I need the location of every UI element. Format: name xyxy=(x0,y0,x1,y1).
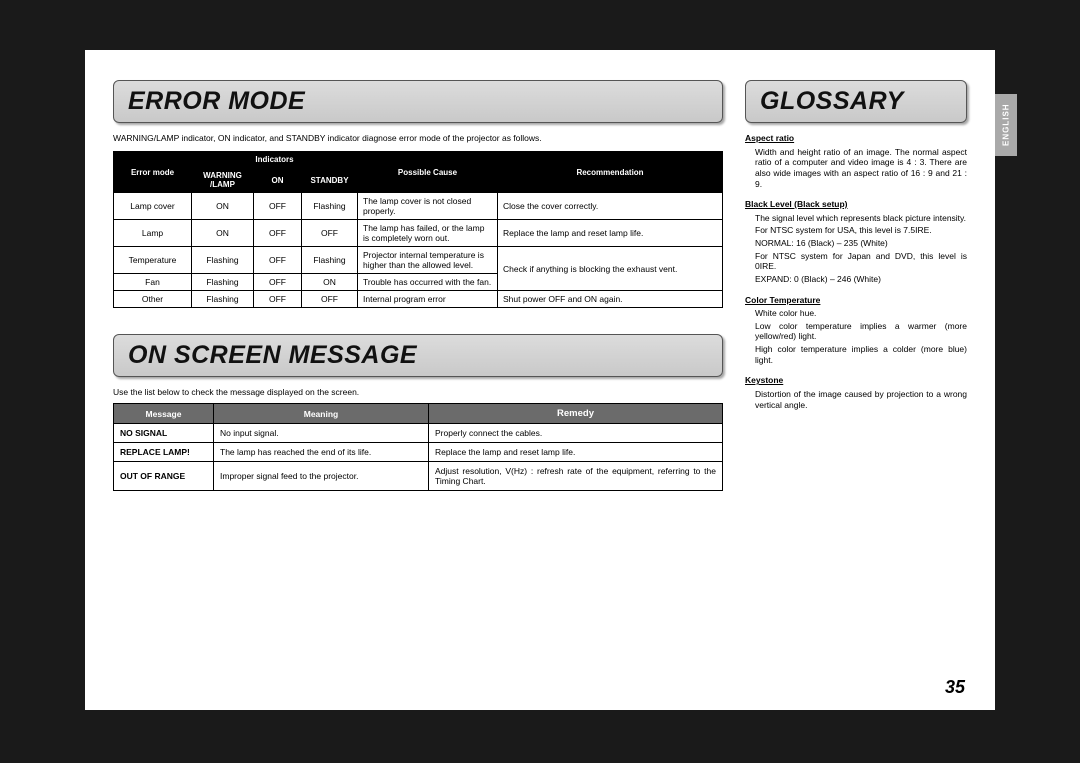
th-standby: STANDBY xyxy=(302,168,358,193)
on-screen-heading: ON SCREEN MESSAGE xyxy=(113,334,723,377)
glossary-term: Aspect ratio xyxy=(745,133,967,144)
th-indicators: Indicators xyxy=(192,152,358,168)
cell: The lamp has failed, or the lamp is comp… xyxy=(358,220,498,247)
left-column: ERROR MODE WARNING/LAMP indicator, ON in… xyxy=(113,80,723,692)
glossary-term: Keystone xyxy=(745,375,967,386)
cell: OUT OF RANGE xyxy=(114,462,214,491)
glossary-heading: GLOSSARY xyxy=(745,80,967,123)
cell: Check if anything is blocking the exhaus… xyxy=(498,247,723,291)
right-column: GLOSSARY Aspect ratio Width and height ra… xyxy=(745,80,967,692)
cell: Flashing xyxy=(192,291,254,308)
glossary-definition: Distortion of the image caused by projec… xyxy=(755,389,967,410)
cell: Replace the lamp and reset lamp life. xyxy=(429,443,723,462)
table-row: TemperatureFlashingOFFFlashingProjector … xyxy=(114,247,723,274)
error-mode-intro: WARNING/LAMP indicator, ON indicator, an… xyxy=(113,133,723,143)
cell: Flashing xyxy=(302,193,358,220)
cell: Other xyxy=(114,291,192,308)
page-number: 35 xyxy=(945,677,965,698)
cell: Improper signal feed to the projector. xyxy=(214,462,429,491)
cell: OFF xyxy=(254,291,302,308)
cell: Flashing xyxy=(192,247,254,274)
th-cause: Possible Cause xyxy=(358,152,498,193)
th-meaning: Meaning xyxy=(214,404,429,424)
table-row: NO SIGNALNo input signal.Properly connec… xyxy=(114,424,723,443)
cell: OFF xyxy=(302,291,358,308)
table-row: OUT OF RANGEImproper signal feed to the … xyxy=(114,462,723,491)
glossary-definition: High color temperature implies a colder … xyxy=(755,344,967,365)
cell: NO SIGNAL xyxy=(114,424,214,443)
cell: Flashing xyxy=(192,274,254,291)
cell: OFF xyxy=(254,220,302,247)
cell: REPLACE LAMP! xyxy=(114,443,214,462)
glossary-definition: For NTSC system for USA, this level is 7… xyxy=(755,225,967,236)
glossary-body: Aspect ratio Width and height ratio of an… xyxy=(745,133,967,410)
table-row: OtherFlashingOFFOFFInternal program erro… xyxy=(114,291,723,308)
cell: Close the cover correctly. xyxy=(498,193,723,220)
th-on: ON xyxy=(254,168,302,193)
glossary-definition: Width and height ratio of an image. The … xyxy=(755,147,967,190)
language-tab: ENGLISH xyxy=(995,94,1017,156)
table-row: LampONOFFOFFThe lamp has failed, or the … xyxy=(114,220,723,247)
th-message: Message xyxy=(114,404,214,424)
error-mode-heading: ERROR MODE xyxy=(113,80,723,123)
cell: The lamp cover is not closed properly. xyxy=(358,193,498,220)
cell: The lamp has reached the end of its life… xyxy=(214,443,429,462)
th-reco: Recommendation xyxy=(498,152,723,193)
error-mode-heading-text: ERROR MODE xyxy=(128,87,305,115)
cell: Internal program error xyxy=(358,291,498,308)
th-remedy: Remedy xyxy=(429,404,723,424)
cell: Properly connect the cables. xyxy=(429,424,723,443)
th-warn: WARNING /LAMP xyxy=(192,168,254,193)
cell: Projector internal temperature is higher… xyxy=(358,247,498,274)
cell: Adjust resolution, V(Hz) : refresh rate … xyxy=(429,462,723,491)
glossary-definition: The signal level which represents black … xyxy=(755,213,967,224)
manual-page: ENGLISH ERROR MODE WARNING/LAMP indicato… xyxy=(85,50,995,710)
cell: ON xyxy=(302,274,358,291)
cell: OFF xyxy=(254,193,302,220)
table-row: Lamp coverONOFFFlashingThe lamp cover is… xyxy=(114,193,723,220)
on-screen-heading-text: ON SCREEN MESSAGE xyxy=(128,341,417,369)
cell: OFF xyxy=(254,274,302,291)
cell: Lamp cover xyxy=(114,193,192,220)
cell: ON xyxy=(192,220,254,247)
cell: Lamp xyxy=(114,220,192,247)
cell: Replace the lamp and reset lamp life. xyxy=(498,220,723,247)
glossary-term: Color Temperature xyxy=(745,295,967,306)
cell: Shut power OFF and ON again. xyxy=(498,291,723,308)
on-screen-table: Message Meaning Remedy NO SIGNALNo input… xyxy=(113,403,723,491)
th-error-mode: Error mode xyxy=(114,152,192,193)
cell: Temperature xyxy=(114,247,192,274)
glossary-definition: White color hue. xyxy=(755,308,967,319)
cell: ON xyxy=(192,193,254,220)
glossary-definition: EXPAND: 0 (Black) – 246 (White) xyxy=(755,274,967,285)
table-row: REPLACE LAMP!The lamp has reached the en… xyxy=(114,443,723,462)
cell: No input signal. xyxy=(214,424,429,443)
glossary-term: Black Level (Black setup) xyxy=(745,199,967,210)
cell: OFF xyxy=(302,220,358,247)
glossary-definition: Low color temperature implies a warmer (… xyxy=(755,321,967,342)
glossary-definition: NORMAL: 16 (Black) – 235 (White) xyxy=(755,238,967,249)
cell: Trouble has occurred with the fan. xyxy=(358,274,498,291)
glossary-heading-text: GLOSSARY xyxy=(760,87,904,115)
glossary-definition: For NTSC system for Japan and DVD, this … xyxy=(755,251,967,272)
error-mode-table: Error mode Indicators Possible Cause Rec… xyxy=(113,151,723,308)
cell: Fan xyxy=(114,274,192,291)
on-screen-intro: Use the list below to check the message … xyxy=(113,387,723,397)
cell: OFF xyxy=(254,247,302,274)
cell: Flashing xyxy=(302,247,358,274)
